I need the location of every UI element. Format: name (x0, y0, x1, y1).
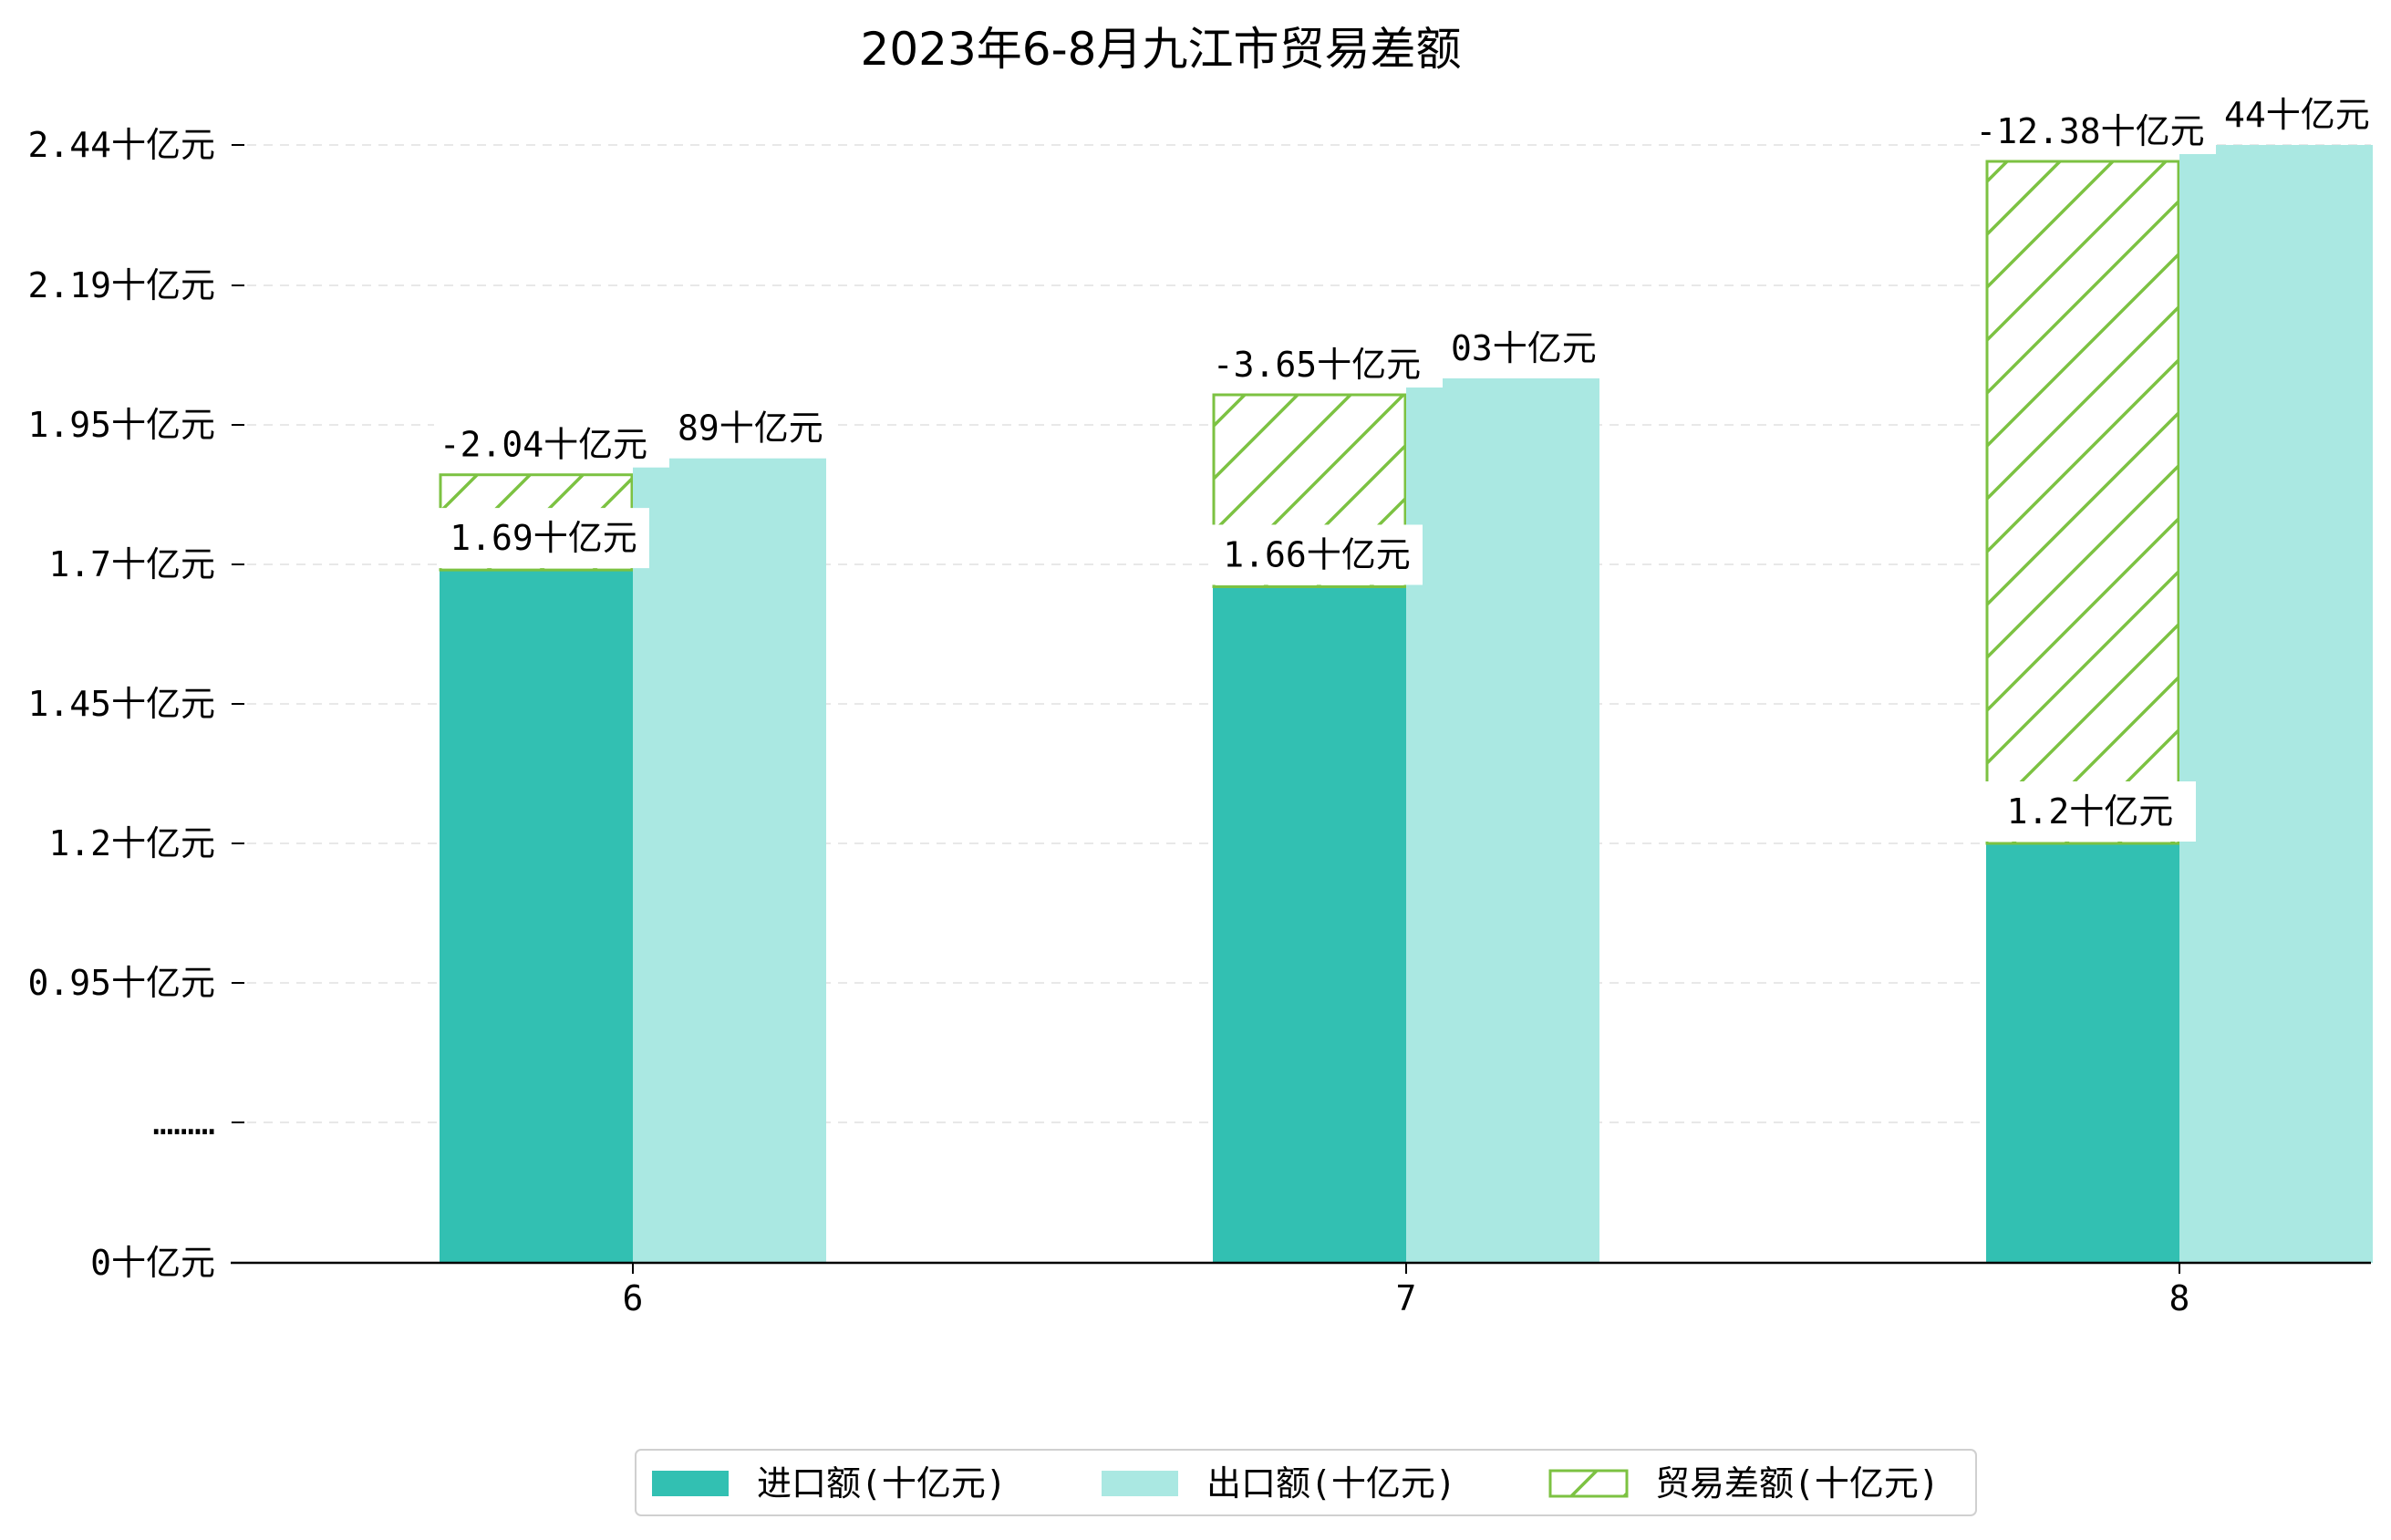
export-bar (633, 458, 826, 1264)
import-bar (1213, 586, 1406, 1263)
legend-export-label: 出口额(十亿元) (1206, 1463, 1456, 1504)
legend: 进口额(十亿元) 出口额(十亿元) 贸易差额(十亿元) (635, 1449, 1977, 1516)
legend-import-label: 进口额(十亿元) (757, 1463, 1007, 1504)
y-tick-label: 1.45十亿元 (27, 684, 215, 724)
y-tick-label: 1.95十亿元 (27, 405, 215, 445)
balance-value-label: -3.65十亿元 (1213, 345, 1421, 385)
export-bar (1406, 378, 1599, 1263)
y-tick-label: 2.19十亿元 (27, 265, 215, 305)
balance-value-label: -2.04十亿元 (440, 425, 647, 465)
legend-balance-swatch (1548, 1469, 1629, 1498)
axes: 0十亿元 ……… 0.95十亿元 1.2十亿元 1.45十亿元 1.7十亿元 1.95十亿元… (27, 125, 2371, 1318)
y-tick-label: 0十亿元 (90, 1243, 215, 1283)
import-value-label: 1.66十亿元 (1223, 534, 1411, 574)
import-label-bg (438, 508, 649, 569)
import-label-bg (1211, 524, 1423, 585)
x-tick-label: 8 (2169, 1278, 2190, 1318)
y-tick-label: 0.95十亿元 (27, 963, 215, 1003)
import-label-bg (1984, 781, 2196, 842)
balance-bar (1985, 160, 2180, 845)
export-bar (2179, 145, 2373, 1263)
y-tick-label: 1.2十亿元 (48, 823, 215, 863)
legend-box (635, 1449, 1977, 1516)
legend-balance-label: 贸易差额(十亿元) (1655, 1463, 1940, 1504)
balance-label-bg (434, 412, 669, 468)
y-tick-label: 1.7十亿元 (48, 544, 215, 584)
y-tick-label: ……… (152, 1102, 215, 1142)
balance-label-bg (1981, 99, 2216, 154)
import-value-label: 1.2十亿元 (2007, 791, 2174, 832)
x-tick-label: 7 (1396, 1278, 1417, 1318)
chart-title: 2023年6-8月九江市贸易差额 (861, 23, 1462, 76)
bars (439, 145, 2373, 1264)
y-tick-label: 2.44十亿元 (27, 125, 215, 165)
balance-label-bg (1207, 333, 1443, 388)
import-bar (1986, 843, 2179, 1263)
x-tick-label: 6 (623, 1278, 644, 1318)
bar-labels: 1.69十亿元1.89十亿元-2.04十亿元1.66十亿元2.03十亿元-3.6… (434, 88, 2378, 842)
import-bar (440, 570, 633, 1263)
import-value-label: 1.69十亿元 (450, 518, 637, 558)
balance-value-label: -12.38十亿元 (1975, 111, 2204, 151)
legend-import-swatch (652, 1471, 729, 1496)
legend-export-swatch (1102, 1471, 1178, 1496)
